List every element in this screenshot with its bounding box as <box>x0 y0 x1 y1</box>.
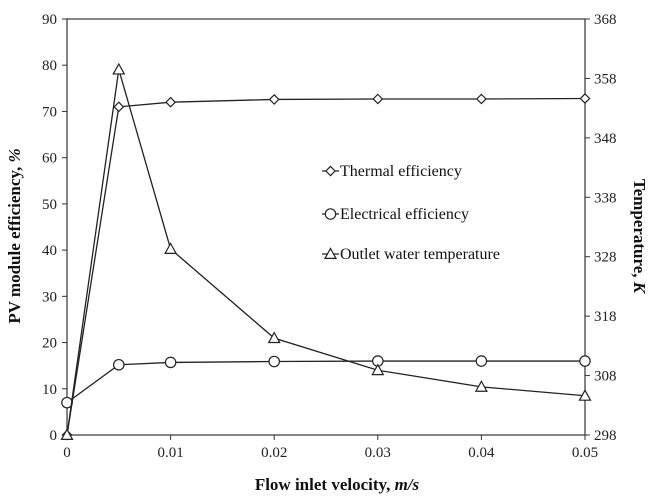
legend-label-electrical-efficiency: Electrical efficiency <box>340 206 469 223</box>
electrical-efficiency-point <box>579 355 591 367</box>
y-tick-label: 50 <box>42 197 57 213</box>
y-tick-label: 80 <box>42 58 57 74</box>
y2-axis-title: Temperature, K <box>630 179 648 295</box>
y2-tick-label: 368 <box>594 12 617 28</box>
y2-tick-label: 338 <box>594 190 617 206</box>
thermal-efficiency-line <box>66 97 586 436</box>
x-tick-label: 0.01 <box>157 445 183 461</box>
series-layer <box>60 62 592 441</box>
axes: 0 0.01 0.02 0.03 0.04 0.05 0 10 20 30 40 50 60 70 80 90… <box>42 12 617 461</box>
legend-marker-thermal-efficiency <box>325 165 336 177</box>
electrical-efficiency-line <box>66 360 585 404</box>
electrical-efficiency-point <box>475 355 488 367</box>
plot-frame <box>66 18 586 436</box>
x-axis-title: Flow inlet velocity, m/s <box>255 475 420 494</box>
series-electrical-efficiency <box>61 355 591 409</box>
y2-tick-label: 318 <box>594 309 617 325</box>
y2-tick-label: 298 <box>594 428 617 444</box>
outlet-water-temperature-point <box>474 380 488 392</box>
electrical-efficiency-point <box>164 356 177 369</box>
y-tick-label: 40 <box>42 243 57 259</box>
y-axis-title: PV module efficiency, % <box>5 148 24 323</box>
y-tick-label: 90 <box>42 12 57 28</box>
electrical-efficiency-point <box>268 355 280 368</box>
electrical-efficiency-point <box>113 358 125 371</box>
x-tick-label: 0.03 <box>365 445 391 461</box>
legend-label-outlet-water-temperature: Outlet water temperature <box>340 246 500 263</box>
x-tick-label: 0 <box>63 445 71 461</box>
y-tick-label: 60 <box>42 151 57 167</box>
y2-tick-label: 348 <box>594 131 617 147</box>
outlet-water-temperature-point <box>164 242 178 254</box>
y-tick-label: 0 <box>50 428 58 444</box>
legend: Thermal efficiency Electrical efficiency O… <box>322 163 500 263</box>
y-tick-label: 10 <box>42 382 57 398</box>
x-tick-label: 0.04 <box>468 445 495 461</box>
y2-tick-label: 358 <box>594 71 617 87</box>
legend-marker-electrical-efficiency <box>324 208 337 220</box>
thermal-efficiency-point <box>475 93 487 105</box>
y-tick-label: 20 <box>42 336 57 352</box>
y2-tick-label: 308 <box>594 369 617 385</box>
x-tick-label: 0.05 <box>572 445 598 461</box>
y-tick-label: 70 <box>42 104 57 120</box>
outlet-water-temperature-point <box>371 363 385 376</box>
thermal-efficiency-point <box>579 93 591 104</box>
thermal-efficiency-point <box>372 93 384 105</box>
outlet-water-temperature-point <box>112 62 126 75</box>
outlet-water-temperature-point <box>60 428 74 440</box>
legend-marker-outlet-water-temperature <box>323 247 338 259</box>
y-tick-label: 30 <box>42 289 57 305</box>
x-tick-label: 0.02 <box>261 445 287 461</box>
outlet-water-temperature-point <box>578 389 592 401</box>
thermal-efficiency-point <box>165 96 177 108</box>
thermal-efficiency-point <box>268 93 280 105</box>
thermal-efficiency-point <box>113 101 125 113</box>
series-outlet-water-temperature <box>60 62 592 440</box>
y2-tick-label: 328 <box>594 250 617 266</box>
outlet-water-temperature-point <box>267 331 281 344</box>
outlet-water-temperature-line <box>66 69 586 436</box>
legend-label-thermal-efficiency: Thermal efficiency <box>340 163 462 180</box>
